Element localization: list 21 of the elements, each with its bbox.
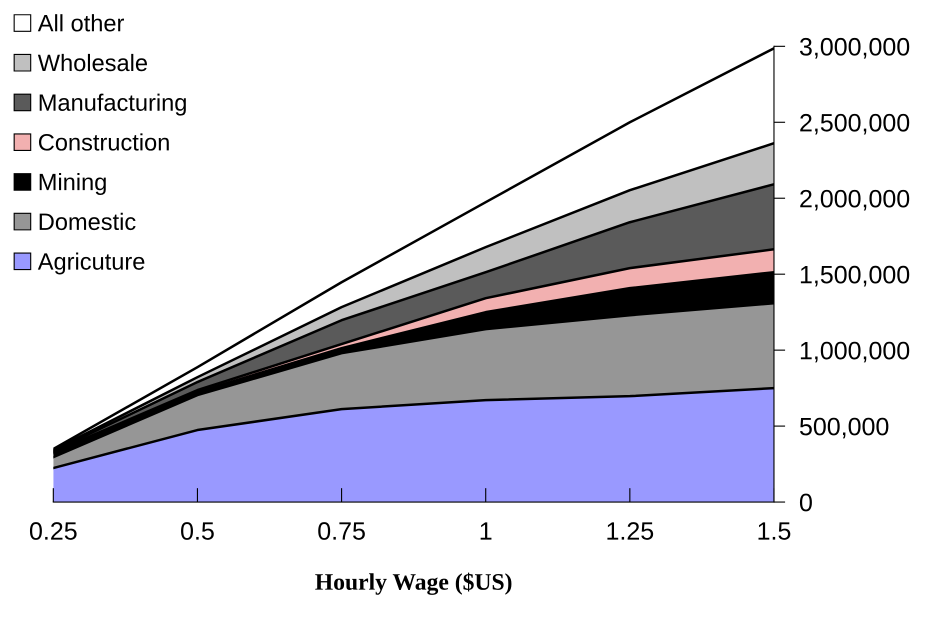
- y-tick-label: 500,000: [800, 418, 888, 438]
- x-tick-label: 1.25: [607, 522, 654, 540]
- y-tick-label: 1,500,000: [800, 266, 910, 286]
- x-tick-label: 0.5: [181, 522, 214, 540]
- legend-label: Domestic: [40, 212, 136, 230]
- x-tick-label: 0.75: [318, 522, 365, 540]
- y-tick-label: 0: [800, 494, 812, 512]
- x-axis-title: Hourly Wage ($US): [315, 572, 512, 595]
- legend-label: Mining: [40, 173, 106, 196]
- y-tick-label: 2,500,000: [800, 114, 910, 135]
- x-tick-label: 1.5: [758, 522, 790, 540]
- y-tick-label: 3,000,000: [800, 38, 910, 59]
- x-tick-label: 1: [480, 522, 492, 540]
- x-tick-label: 0.25: [30, 522, 77, 540]
- y-tick-label: 1,000,000: [800, 342, 910, 362]
- y-tick-label: 2,000,000: [800, 190, 910, 210]
- legend-label: Wholesale: [38, 54, 147, 72]
- legend-label: All other: [38, 14, 124, 32]
- legend-label: Agricuture: [38, 252, 144, 274]
- legend-label: Construction: [38, 133, 169, 151]
- legend-label: Manufacturing: [40, 94, 186, 116]
